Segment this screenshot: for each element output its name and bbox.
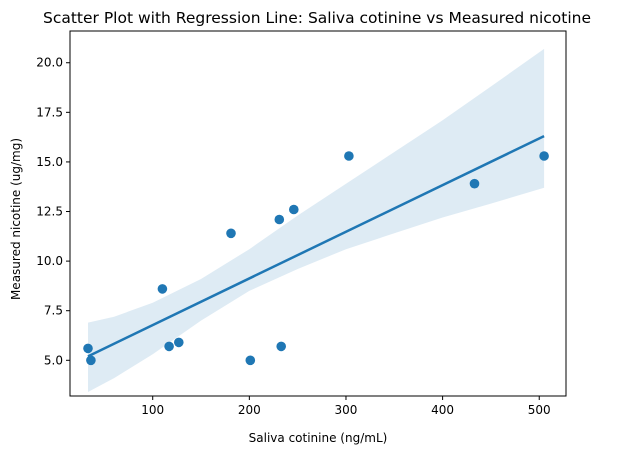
y-axis: 5.0 7.5 10.0 12.5 15.0 17.5 20.0: [36, 56, 70, 367]
y-tick-label: 5.0: [44, 353, 63, 367]
data-points: [83, 151, 549, 366]
confidence-band: [88, 48, 545, 393]
data-point-5: [174, 337, 184, 348]
x-axis-label: Saliva cotinine (ng/mL): [249, 431, 388, 445]
y-tick-label: 20.0: [36, 56, 63, 70]
y-tick-label: 7.5: [44, 304, 63, 318]
y-tick-label: 12.5: [36, 205, 63, 219]
data-point-8: [274, 214, 285, 225]
data-point-12: [469, 178, 480, 189]
y-tick-label: 10.0: [36, 254, 63, 268]
regression-line: [87, 135, 545, 358]
data-point-13: [539, 151, 549, 161]
x-tick-label: 500: [528, 403, 551, 417]
y-tick-label: 15.0: [36, 155, 63, 169]
chart-title: Scatter Plot with Regression Line: Saliv…: [43, 9, 591, 27]
data-point-7: [245, 355, 256, 366]
data-point-2: [86, 355, 96, 366]
data-point-3: [157, 284, 168, 294]
data-point-10: [289, 204, 299, 215]
y-tick-label: 17.5: [36, 105, 63, 119]
x-tick-label: 300: [335, 403, 358, 417]
data-point-11: [344, 151, 354, 161]
plot-frame: [69, 30, 567, 397]
data-point-1: [83, 343, 93, 354]
x-tick-label: 100: [141, 403, 164, 417]
data-point-4: [164, 341, 174, 352]
x-tick-label: 400: [431, 403, 454, 417]
x-axis: 100 200 300 400 500: [141, 396, 551, 417]
data-point-9: [276, 341, 287, 352]
plot-area: [83, 48, 549, 393]
y-axis-label: Measured nicotine (ug/mg): [9, 138, 23, 300]
x-tick-label: 200: [238, 403, 261, 417]
data-point-6: [226, 228, 236, 239]
